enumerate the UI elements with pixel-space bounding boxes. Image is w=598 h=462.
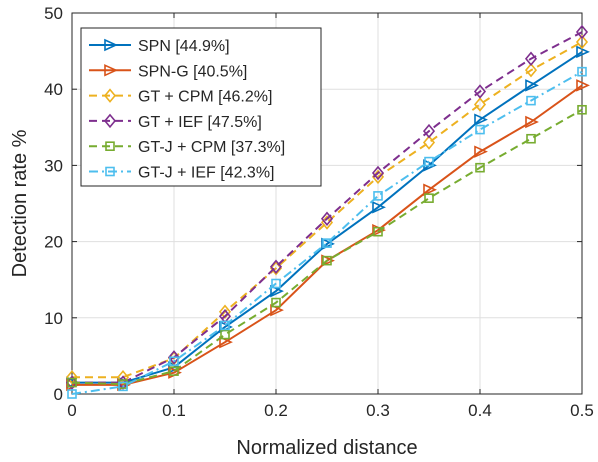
data-point <box>525 115 539 129</box>
data-point <box>219 335 233 349</box>
x-tick-label: 0.4 <box>468 401 492 420</box>
series-line <box>72 51 583 384</box>
y-tick-label: 20 <box>44 233 63 252</box>
legend-label: GT-J + IEF [42.3%] <box>138 165 275 182</box>
y-tick-label: 10 <box>44 309 63 328</box>
data-point <box>577 104 587 115</box>
y-axis-title: Detection rate % <box>9 129 31 277</box>
data-point <box>422 123 436 139</box>
legend: SPN [44.9%] SPN-G [40.5%] GT + CPM [46.2%]… <box>80 27 322 187</box>
data-point <box>526 95 536 106</box>
data-point <box>525 79 539 92</box>
data-point <box>104 38 118 52</box>
legend-label: GT-J + CPM [37.3%] <box>138 139 285 156</box>
data-point <box>320 211 334 226</box>
data-point <box>575 24 589 40</box>
data-point <box>220 320 230 331</box>
x-tick-label: 0.5 <box>570 401 594 420</box>
series-line <box>72 31 583 384</box>
data-point <box>269 259 283 274</box>
data-point <box>576 45 590 59</box>
legend-label: GT + IEF [47.5%] <box>138 114 262 131</box>
series <box>67 104 587 389</box>
legend-item: GT + CPM [46.2%] <box>89 88 272 106</box>
data-point <box>104 64 118 77</box>
axes-box <box>71 12 583 395</box>
data-point <box>473 97 487 112</box>
data-point <box>118 381 128 392</box>
legend-label: GT + CPM [46.2%] <box>138 89 272 106</box>
data-point <box>373 226 383 237</box>
data-point <box>524 51 538 66</box>
data-point <box>169 366 179 376</box>
data-point <box>526 133 536 144</box>
x-axis-title: Normalized distance <box>236 437 417 459</box>
data-point <box>475 162 485 173</box>
legend-box <box>80 27 322 187</box>
data-point <box>270 303 284 317</box>
data-point <box>67 377 77 388</box>
data-point <box>271 297 281 308</box>
data-point <box>270 284 284 298</box>
legend-item: SPN-G [40.5%] <box>89 63 247 80</box>
series-layer <box>65 24 590 399</box>
data-point <box>575 34 589 50</box>
data-point <box>322 255 332 266</box>
data-point <box>322 238 332 248</box>
data-point <box>169 356 179 367</box>
data-point <box>218 304 232 319</box>
data-point <box>371 165 385 181</box>
data-point <box>474 113 488 126</box>
data-point <box>218 309 232 324</box>
data-point <box>424 156 434 167</box>
series-line <box>72 41 583 379</box>
data-point <box>423 183 437 197</box>
data-point <box>576 79 590 92</box>
data-point <box>372 201 386 214</box>
tick-labels: 0 0.1 0.2 0.3 0.4 0.5 0 10 20 30 40 50 <box>44 4 594 420</box>
y-tick-label: 50 <box>44 4 63 23</box>
x-tick-label: 0.1 <box>162 401 186 420</box>
legend-label: SPN-G [40.5%] <box>138 63 247 80</box>
data-point <box>116 369 130 385</box>
x-tick-label: 0.3 <box>366 401 390 420</box>
y-tick-label: 40 <box>44 80 63 99</box>
data-point <box>167 350 181 365</box>
series-line <box>71 108 583 386</box>
data-point <box>321 254 335 267</box>
data-point <box>105 141 115 151</box>
legend-item: SPN [44.9%] <box>89 38 230 55</box>
data-point <box>269 261 283 276</box>
data-point <box>67 389 77 399</box>
data-point <box>424 193 434 203</box>
series <box>67 66 587 399</box>
x-tick-label: 0 <box>67 401 76 420</box>
legend-item: GT-J + CPM [37.3%] <box>89 139 285 156</box>
data-point <box>373 191 383 201</box>
legend-label: SPN [44.9%] <box>138 38 230 55</box>
y-tick-label: 30 <box>44 156 63 175</box>
data-point <box>577 66 587 77</box>
data-point <box>524 62 538 78</box>
data-point <box>220 329 230 340</box>
data-point <box>103 88 117 103</box>
data-point <box>105 166 115 177</box>
data-point <box>103 113 117 129</box>
legend-item: GT + IEF [47.5%] <box>89 113 262 131</box>
data-point <box>475 124 485 135</box>
data-point <box>271 278 281 289</box>
data-point <box>473 84 487 99</box>
y-tick-label: 0 <box>54 385 63 404</box>
data-point <box>474 145 488 158</box>
legend-item: GT-J + IEF [42.3%] <box>89 165 275 182</box>
series-line <box>71 70 583 395</box>
x-tick-label: 0.2 <box>264 401 288 420</box>
data-point <box>422 135 436 150</box>
